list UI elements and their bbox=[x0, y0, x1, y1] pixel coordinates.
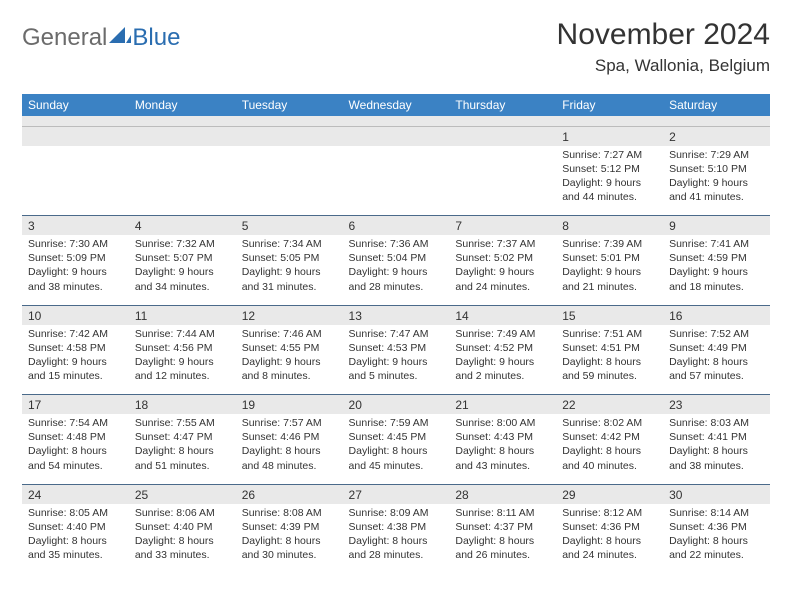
day-number-cell: 29 bbox=[556, 484, 663, 504]
day-content-row: Sunrise: 7:27 AMSunset: 5:12 PMDaylight:… bbox=[22, 146, 770, 216]
day-number-cell: 19 bbox=[236, 395, 343, 415]
day-number-cell bbox=[22, 126, 129, 146]
location: Spa, Wallonia, Belgium bbox=[557, 56, 770, 76]
day-number-cell: 11 bbox=[129, 305, 236, 325]
day-content-cell bbox=[343, 146, 450, 216]
daynum-row: 12 bbox=[22, 126, 770, 146]
day-number-cell: 23 bbox=[663, 395, 770, 415]
day-number-cell bbox=[449, 126, 556, 146]
day-content-cell: Sunrise: 8:12 AMSunset: 4:36 PMDaylight:… bbox=[556, 504, 663, 574]
day-number-cell: 25 bbox=[129, 484, 236, 504]
day-number-cell: 13 bbox=[343, 305, 450, 325]
day-header: Tuesday bbox=[236, 94, 343, 116]
day-number-cell: 28 bbox=[449, 484, 556, 504]
daynum-row: 24252627282930 bbox=[22, 484, 770, 504]
day-number-cell: 16 bbox=[663, 305, 770, 325]
day-number-cell bbox=[129, 126, 236, 146]
day-content-cell: Sunrise: 7:51 AMSunset: 4:51 PMDaylight:… bbox=[556, 325, 663, 395]
day-number-cell: 5 bbox=[236, 216, 343, 236]
day-number-cell: 6 bbox=[343, 216, 450, 236]
daynum-row: 17181920212223 bbox=[22, 395, 770, 415]
day-number-cell: 27 bbox=[343, 484, 450, 504]
day-content-cell: Sunrise: 7:44 AMSunset: 4:56 PMDaylight:… bbox=[129, 325, 236, 395]
day-content-cell: Sunrise: 7:52 AMSunset: 4:49 PMDaylight:… bbox=[663, 325, 770, 395]
day-header: Thursday bbox=[449, 94, 556, 116]
day-content-cell: Sunrise: 7:37 AMSunset: 5:02 PMDaylight:… bbox=[449, 235, 556, 305]
day-number-cell: 20 bbox=[343, 395, 450, 415]
day-content-row: Sunrise: 7:54 AMSunset: 4:48 PMDaylight:… bbox=[22, 414, 770, 484]
calendar-table: Sunday Monday Tuesday Wednesday Thursday… bbox=[22, 94, 770, 574]
day-number-cell: 21 bbox=[449, 395, 556, 415]
day-content-cell: Sunrise: 7:54 AMSunset: 4:48 PMDaylight:… bbox=[22, 414, 129, 484]
day-content-cell: Sunrise: 8:06 AMSunset: 4:40 PMDaylight:… bbox=[129, 504, 236, 574]
day-content-cell bbox=[236, 146, 343, 216]
day-header-row: Sunday Monday Tuesday Wednesday Thursday… bbox=[22, 94, 770, 116]
header: General Blue November 2024 Spa, Wallonia… bbox=[22, 18, 770, 76]
day-number-cell: 14 bbox=[449, 305, 556, 325]
day-content-cell: Sunrise: 7:39 AMSunset: 5:01 PMDaylight:… bbox=[556, 235, 663, 305]
day-content-cell bbox=[129, 146, 236, 216]
day-content-cell: Sunrise: 7:30 AMSunset: 5:09 PMDaylight:… bbox=[22, 235, 129, 305]
day-content-cell: Sunrise: 7:57 AMSunset: 4:46 PMDaylight:… bbox=[236, 414, 343, 484]
day-content-cell: Sunrise: 7:47 AMSunset: 4:53 PMDaylight:… bbox=[343, 325, 450, 395]
day-number-cell: 22 bbox=[556, 395, 663, 415]
day-number-cell bbox=[343, 126, 450, 146]
day-content-cell: Sunrise: 7:55 AMSunset: 4:47 PMDaylight:… bbox=[129, 414, 236, 484]
day-content-cell: Sunrise: 7:41 AMSunset: 4:59 PMDaylight:… bbox=[663, 235, 770, 305]
day-content-cell bbox=[449, 146, 556, 216]
day-content-row: Sunrise: 8:05 AMSunset: 4:40 PMDaylight:… bbox=[22, 504, 770, 574]
daynum-row: 10111213141516 bbox=[22, 305, 770, 325]
day-number-cell: 9 bbox=[663, 216, 770, 236]
day-number-cell: 17 bbox=[22, 395, 129, 415]
day-number-cell: 10 bbox=[22, 305, 129, 325]
day-content-cell: Sunrise: 8:00 AMSunset: 4:43 PMDaylight:… bbox=[449, 414, 556, 484]
day-number-cell: 7 bbox=[449, 216, 556, 236]
day-header: Saturday bbox=[663, 94, 770, 116]
day-number-cell: 26 bbox=[236, 484, 343, 504]
day-content-row: Sunrise: 7:30 AMSunset: 5:09 PMDaylight:… bbox=[22, 235, 770, 305]
day-number-cell: 1 bbox=[556, 126, 663, 146]
day-content-cell: Sunrise: 7:49 AMSunset: 4:52 PMDaylight:… bbox=[449, 325, 556, 395]
daynum-row: 3456789 bbox=[22, 216, 770, 236]
day-header: Sunday bbox=[22, 94, 129, 116]
day-number-cell: 8 bbox=[556, 216, 663, 236]
day-content-cell: Sunrise: 7:42 AMSunset: 4:58 PMDaylight:… bbox=[22, 325, 129, 395]
day-content-cell: Sunrise: 7:32 AMSunset: 5:07 PMDaylight:… bbox=[129, 235, 236, 305]
day-number-cell: 15 bbox=[556, 305, 663, 325]
day-content-cell: Sunrise: 8:02 AMSunset: 4:42 PMDaylight:… bbox=[556, 414, 663, 484]
day-content-cell: Sunrise: 7:46 AMSunset: 4:55 PMDaylight:… bbox=[236, 325, 343, 395]
month-title: November 2024 bbox=[557, 18, 770, 52]
logo: General Blue bbox=[22, 18, 180, 52]
day-content-row: Sunrise: 7:42 AMSunset: 4:58 PMDaylight:… bbox=[22, 325, 770, 395]
day-content-cell: Sunrise: 8:05 AMSunset: 4:40 PMDaylight:… bbox=[22, 504, 129, 574]
day-number-cell bbox=[236, 126, 343, 146]
day-number-cell: 4 bbox=[129, 216, 236, 236]
day-header: Wednesday bbox=[343, 94, 450, 116]
day-number-cell: 24 bbox=[22, 484, 129, 504]
day-number-cell: 2 bbox=[663, 126, 770, 146]
day-header: Monday bbox=[129, 94, 236, 116]
day-content-cell: Sunrise: 7:59 AMSunset: 4:45 PMDaylight:… bbox=[343, 414, 450, 484]
day-content-cell: Sunrise: 8:11 AMSunset: 4:37 PMDaylight:… bbox=[449, 504, 556, 574]
day-content-cell: Sunrise: 8:08 AMSunset: 4:39 PMDaylight:… bbox=[236, 504, 343, 574]
day-content-cell bbox=[22, 146, 129, 216]
day-content-cell: Sunrise: 7:34 AMSunset: 5:05 PMDaylight:… bbox=[236, 235, 343, 305]
day-content-cell: Sunrise: 7:36 AMSunset: 5:04 PMDaylight:… bbox=[343, 235, 450, 305]
day-header: Friday bbox=[556, 94, 663, 116]
blank-spacer bbox=[22, 116, 770, 126]
logo-text-blue: Blue bbox=[132, 24, 180, 52]
day-content-cell: Sunrise: 8:09 AMSunset: 4:38 PMDaylight:… bbox=[343, 504, 450, 574]
day-content-cell: Sunrise: 8:03 AMSunset: 4:41 PMDaylight:… bbox=[663, 414, 770, 484]
title-block: November 2024 Spa, Wallonia, Belgium bbox=[557, 18, 770, 76]
logo-text-general: General bbox=[22, 24, 107, 52]
day-content-cell: Sunrise: 7:29 AMSunset: 5:10 PMDaylight:… bbox=[663, 146, 770, 216]
day-number-cell: 3 bbox=[22, 216, 129, 236]
day-number-cell: 18 bbox=[129, 395, 236, 415]
day-content-cell: Sunrise: 7:27 AMSunset: 5:12 PMDaylight:… bbox=[556, 146, 663, 216]
logo-sail-icon bbox=[109, 24, 131, 52]
day-number-cell: 30 bbox=[663, 484, 770, 504]
day-content-cell: Sunrise: 8:14 AMSunset: 4:36 PMDaylight:… bbox=[663, 504, 770, 574]
day-number-cell: 12 bbox=[236, 305, 343, 325]
